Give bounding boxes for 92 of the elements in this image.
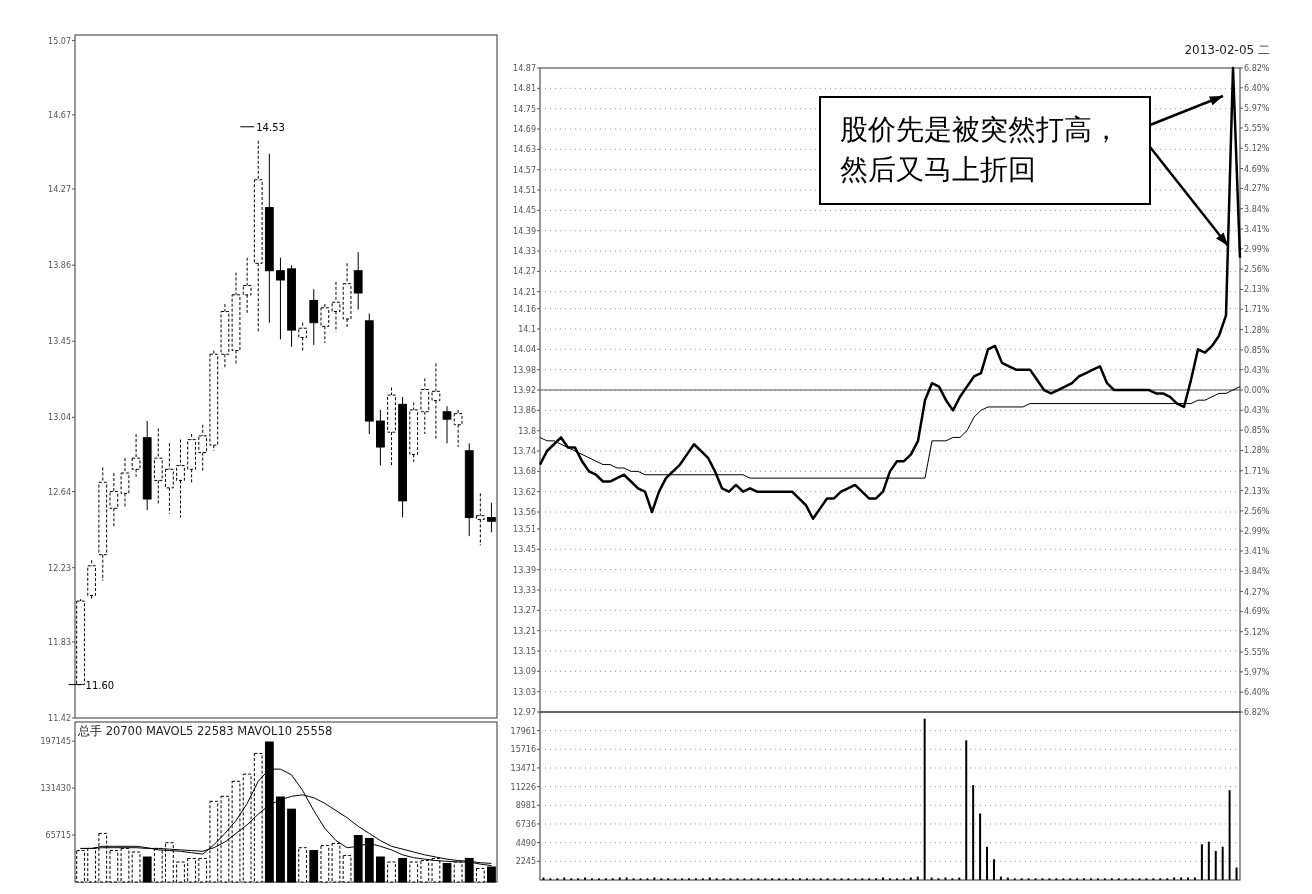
annotation: 11.60: [85, 679, 115, 691]
y2-tick-label: 4.69%: [1244, 164, 1270, 174]
y-tick-label: 13.51: [513, 524, 536, 534]
y2-tick-label: 5.12%: [1244, 627, 1270, 637]
y-tick-label: 14.27: [513, 267, 536, 277]
y-tick-label: 13.21: [513, 626, 536, 636]
y-tick-label: 14.63: [513, 145, 536, 155]
y-tick-label: 14.21: [513, 287, 536, 297]
y-tick-label: 12.23: [48, 563, 71, 573]
y2-tick-label: 2.56%: [1244, 265, 1270, 275]
y2-tick-label: 5.97%: [1244, 104, 1270, 114]
y-tick-label: 13.74: [513, 447, 536, 457]
y-tick-label: 14.87: [513, 64, 536, 73]
y-tick-label: 14.69: [513, 125, 536, 135]
chart-title: 总手 20700 MAVOL5 22583 MAVOL10 25558: [77, 724, 333, 738]
y2-tick-label: 5.97%: [1244, 667, 1270, 677]
y2-tick-label: 3.84%: [1244, 567, 1270, 577]
y-tick-label: 14.75: [513, 104, 536, 114]
y-tick-label: 14.67: [48, 110, 71, 120]
y-tick-label: 14.45: [513, 206, 536, 216]
y2-tick-label: 0.43%: [1244, 365, 1270, 375]
y-tick-label: 13.45: [513, 545, 536, 555]
y-tick-label: 11.83: [48, 637, 71, 647]
y-tick-label: 65715: [45, 831, 71, 841]
y-tick-label: 13.45: [48, 337, 71, 347]
y-tick-label: 13.98: [513, 365, 536, 375]
y2-tick-label: 1.28%: [1244, 446, 1270, 456]
y-tick-label: 13.03: [513, 687, 536, 697]
y-tick-label: 13.09: [513, 667, 536, 677]
y2-tick-label: 5.55%: [1244, 648, 1270, 658]
y2-tick-label: 5.55%: [1244, 123, 1270, 133]
y-tick-label: 12.97: [513, 708, 536, 717]
y-tick-label: 12.64: [48, 487, 71, 497]
y2-tick-label: 1.71%: [1244, 305, 1270, 315]
y-tick-label: 13.62: [513, 487, 536, 497]
annotation: 股价先是被突然打高，然后又马上折回: [840, 113, 1120, 186]
y2-tick-label: 0.00%: [1244, 386, 1270, 395]
y2-tick-label: 6.82%: [1244, 64, 1270, 73]
y2-tick-label: 0.85%: [1244, 345, 1270, 355]
y-tick-label: 14.1: [518, 324, 536, 334]
y-tick-label: 14.27: [48, 185, 71, 195]
y-tick-label: 13471: [510, 763, 536, 773]
y-tick-label: 197145: [40, 737, 71, 747]
y2-tick-label: 1.28%: [1244, 325, 1270, 335]
y-tick-label: 131430: [40, 784, 71, 794]
y-tick-label: 11.42: [48, 714, 71, 723]
y2-tick-label: 4.69%: [1244, 607, 1270, 617]
y-tick-label: 15.07: [48, 36, 71, 46]
y2-tick-label: 2.56%: [1244, 506, 1270, 516]
y-tick-label: 13.92: [513, 386, 536, 395]
y-tick-label: 13.86: [48, 261, 71, 271]
y-tick-label: 14.33: [513, 247, 536, 257]
y-tick-label: 2245: [515, 857, 536, 867]
y-tick-label: 4490: [515, 838, 536, 848]
y2-tick-label: 3.41%: [1244, 547, 1270, 556]
y2-tick-label: 2.13%: [1244, 285, 1270, 295]
y2-tick-label: 1.71%: [1244, 466, 1270, 476]
y-tick-label: 14.39: [513, 226, 536, 236]
y-tick-label: 13.56: [513, 508, 536, 518]
y-tick-label: 13.8: [518, 426, 536, 436]
y-tick-label: 13.68: [513, 467, 536, 477]
y-tick-label: 14.81: [513, 84, 536, 94]
y2-tick-label: 2.99%: [1244, 527, 1270, 537]
y-tick-label: 14.04: [513, 345, 536, 355]
y-tick-label: 6736: [515, 819, 536, 829]
y-tick-label: 13.27: [513, 606, 536, 616]
y2-tick-label: 3.84%: [1244, 204, 1270, 214]
y-tick-label: 13.86: [513, 406, 536, 416]
y2-tick-label: 0.43%: [1244, 406, 1270, 416]
y2-tick-label: 6.82%: [1244, 708, 1270, 717]
y2-tick-label: 2.99%: [1244, 244, 1270, 254]
y2-tick-label: 4.27%: [1244, 184, 1270, 194]
y2-tick-label: 3.41%: [1244, 225, 1270, 234]
y-tick-label: 13.33: [513, 585, 536, 595]
y-tick-label: 13.04: [48, 413, 71, 423]
y-tick-label: 14.16: [513, 304, 536, 314]
y-tick-label: 13.39: [513, 565, 536, 575]
y-tick-label: 17961: [510, 726, 536, 736]
y-tick-label: 13.15: [513, 646, 536, 656]
annotation: 14.53: [256, 121, 285, 133]
y2-tick-label: 5.12%: [1244, 144, 1270, 154]
y-tick-label: 15716: [510, 745, 536, 755]
y-tick-label: 14.57: [513, 165, 536, 175]
y2-tick-label: 2.13%: [1244, 486, 1270, 496]
chart-title: 2013-02-05 二: [1184, 43, 1270, 57]
y-tick-label: 8981: [515, 801, 536, 811]
y2-tick-label: 0.85%: [1244, 426, 1270, 436]
y2-tick-label: 6.40%: [1244, 688, 1270, 698]
y-tick-label: 14.51: [513, 186, 536, 196]
y2-tick-label: 6.40%: [1244, 83, 1270, 93]
y2-tick-label: 4.27%: [1244, 587, 1270, 597]
y-tick-label: 11226: [510, 782, 536, 792]
